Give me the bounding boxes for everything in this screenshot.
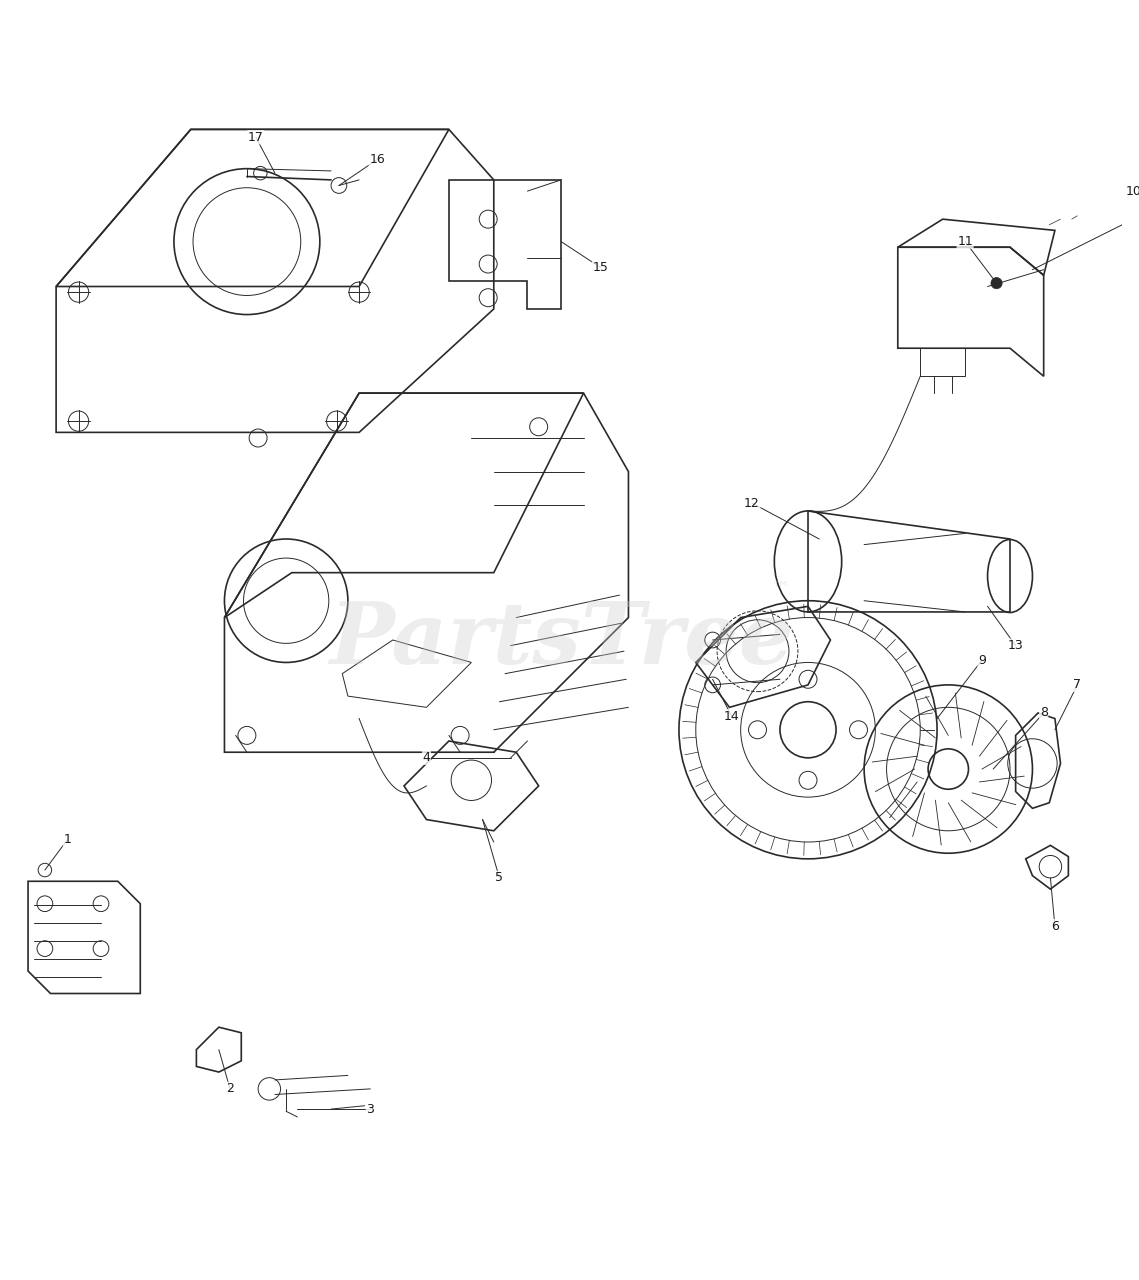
Circle shape — [991, 278, 1002, 289]
Text: 9: 9 — [978, 654, 986, 667]
Text: 13: 13 — [1008, 639, 1024, 652]
Text: 2: 2 — [227, 1083, 233, 1096]
Text: 14: 14 — [723, 710, 739, 723]
Text: 7: 7 — [1073, 678, 1081, 691]
Text: 12: 12 — [744, 497, 760, 509]
Text: 8: 8 — [1040, 707, 1048, 719]
Text: 10: 10 — [1125, 184, 1139, 197]
Text: PartsTree: PartsTree — [329, 598, 794, 682]
Text: 16: 16 — [369, 154, 385, 166]
Text: ™: ™ — [770, 580, 789, 599]
Text: 15: 15 — [592, 261, 608, 274]
Text: 1: 1 — [64, 833, 72, 846]
Text: 17: 17 — [248, 131, 264, 143]
Text: 4: 4 — [423, 751, 431, 764]
Text: 6: 6 — [1051, 919, 1059, 933]
Text: 3: 3 — [367, 1102, 375, 1116]
Text: 5: 5 — [495, 872, 503, 884]
Text: 11: 11 — [957, 236, 973, 248]
